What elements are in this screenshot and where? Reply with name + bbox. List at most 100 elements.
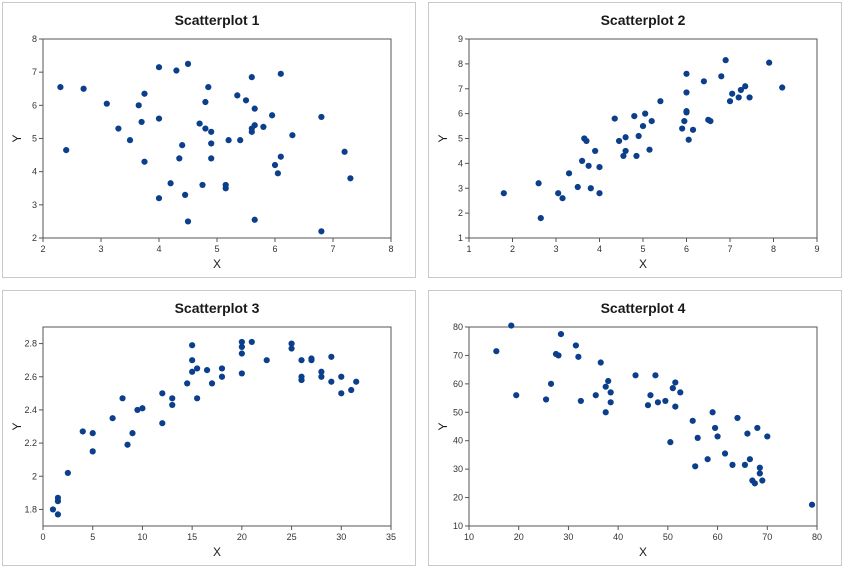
x-tick-label: 5 xyxy=(90,532,95,542)
data-point xyxy=(251,216,258,223)
data-point xyxy=(652,372,659,379)
x-tick-label: 4 xyxy=(597,244,602,254)
y-tick-label: 80 xyxy=(453,322,463,332)
data-point xyxy=(208,155,215,162)
y-tick-label: 8 xyxy=(458,59,463,69)
data-point xyxy=(746,456,753,463)
scatterplot-3-panel: Scatterplot 3 0 5 10 15 20 25 30 35 1.8 2 2.2 2.4 2.6… xyxy=(2,290,416,566)
y-tick-label: 40 xyxy=(453,436,463,446)
y-tick-label: 7 xyxy=(458,84,463,94)
y-tick-label: 30 xyxy=(453,464,463,474)
data-point xyxy=(109,415,116,422)
data-point xyxy=(194,395,201,402)
y-tick-label: 2.4 xyxy=(24,405,37,415)
data-point xyxy=(537,215,544,222)
data-point xyxy=(579,157,586,164)
x-tick-label: 15 xyxy=(187,532,197,542)
data-point xyxy=(592,147,599,155)
data-point xyxy=(654,399,662,406)
data-point xyxy=(129,430,136,437)
data-point xyxy=(500,190,507,197)
data-point xyxy=(328,378,335,385)
data-point xyxy=(80,85,87,92)
data-point xyxy=(754,424,761,432)
x-tick-label: 30 xyxy=(336,532,346,542)
data-point xyxy=(271,161,279,169)
data-point xyxy=(119,395,126,402)
data-point xyxy=(169,401,176,409)
plot-area xyxy=(468,38,818,239)
data-point xyxy=(89,430,96,437)
x-tick-label: 70 xyxy=(762,532,772,542)
data-point xyxy=(57,83,64,91)
y-tick-label: 4 xyxy=(32,167,37,177)
data-point xyxy=(134,406,141,414)
data-point xyxy=(353,378,360,385)
y-tick-label: 20 xyxy=(453,493,463,503)
data-point xyxy=(735,94,742,101)
data-point xyxy=(225,137,232,144)
x-axis-label: X xyxy=(639,545,647,559)
data-point xyxy=(808,501,816,508)
data-point xyxy=(298,357,305,364)
data-point xyxy=(208,128,215,135)
x-tick-label: 35 xyxy=(386,532,396,542)
data-point xyxy=(126,137,134,144)
y-axis-label: Y xyxy=(436,422,450,430)
data-point xyxy=(707,117,714,125)
y-tick-label: 2 xyxy=(458,208,463,218)
data-point xyxy=(124,441,131,448)
data-point xyxy=(139,405,146,412)
x-tick-label: 50 xyxy=(663,532,673,542)
x-tick-label: 30 xyxy=(563,532,573,542)
data-point xyxy=(318,228,325,235)
data-point xyxy=(639,122,647,130)
data-point xyxy=(596,190,603,197)
data-point xyxy=(184,218,192,225)
data-point xyxy=(689,126,697,133)
x-tick-label: 2 xyxy=(510,244,515,254)
data-point xyxy=(251,105,258,112)
data-point xyxy=(189,342,196,349)
data-point xyxy=(184,380,191,387)
x-tick-label: 5 xyxy=(214,244,219,254)
data-point xyxy=(338,390,345,397)
y-axis-label: Y xyxy=(436,134,450,142)
data-point xyxy=(218,373,226,380)
data-point xyxy=(572,342,579,349)
data-point xyxy=(718,73,725,80)
data-point xyxy=(575,353,582,360)
data-point xyxy=(103,100,110,107)
y-axis-label: Y xyxy=(10,134,24,142)
data-point xyxy=(744,430,751,437)
data-point xyxy=(633,152,640,160)
data-point xyxy=(602,409,609,416)
data-point xyxy=(729,90,736,97)
data-point xyxy=(141,90,148,97)
data-point xyxy=(677,389,684,396)
data-point xyxy=(208,380,216,387)
data-point xyxy=(642,110,649,117)
data-point xyxy=(574,183,581,191)
x-axis-label: X xyxy=(213,545,221,559)
y-tick-label: 2.2 xyxy=(24,438,37,448)
data-point xyxy=(709,409,716,416)
data-point xyxy=(607,399,614,406)
data-point xyxy=(704,456,711,463)
data-point xyxy=(513,392,520,399)
y-tick-label: 2 xyxy=(32,233,37,243)
data-point xyxy=(288,340,295,347)
data-point xyxy=(734,414,741,422)
scatterplot-1-panel: Scatterplot 1 2 3 4 5 6 7 8 2 3 4 5 6 7 8 X Y xyxy=(2,2,416,278)
data-point xyxy=(49,506,57,513)
data-point xyxy=(238,343,245,350)
data-point xyxy=(622,134,629,141)
data-point xyxy=(169,395,176,402)
chart-title: Scatterplot 2 xyxy=(601,12,686,28)
y-tick-label: 9 xyxy=(458,34,463,44)
data-point xyxy=(89,448,96,455)
data-point xyxy=(557,331,565,338)
data-point xyxy=(135,102,142,109)
data-point xyxy=(194,365,201,372)
x-tick-label: 3 xyxy=(553,244,558,254)
